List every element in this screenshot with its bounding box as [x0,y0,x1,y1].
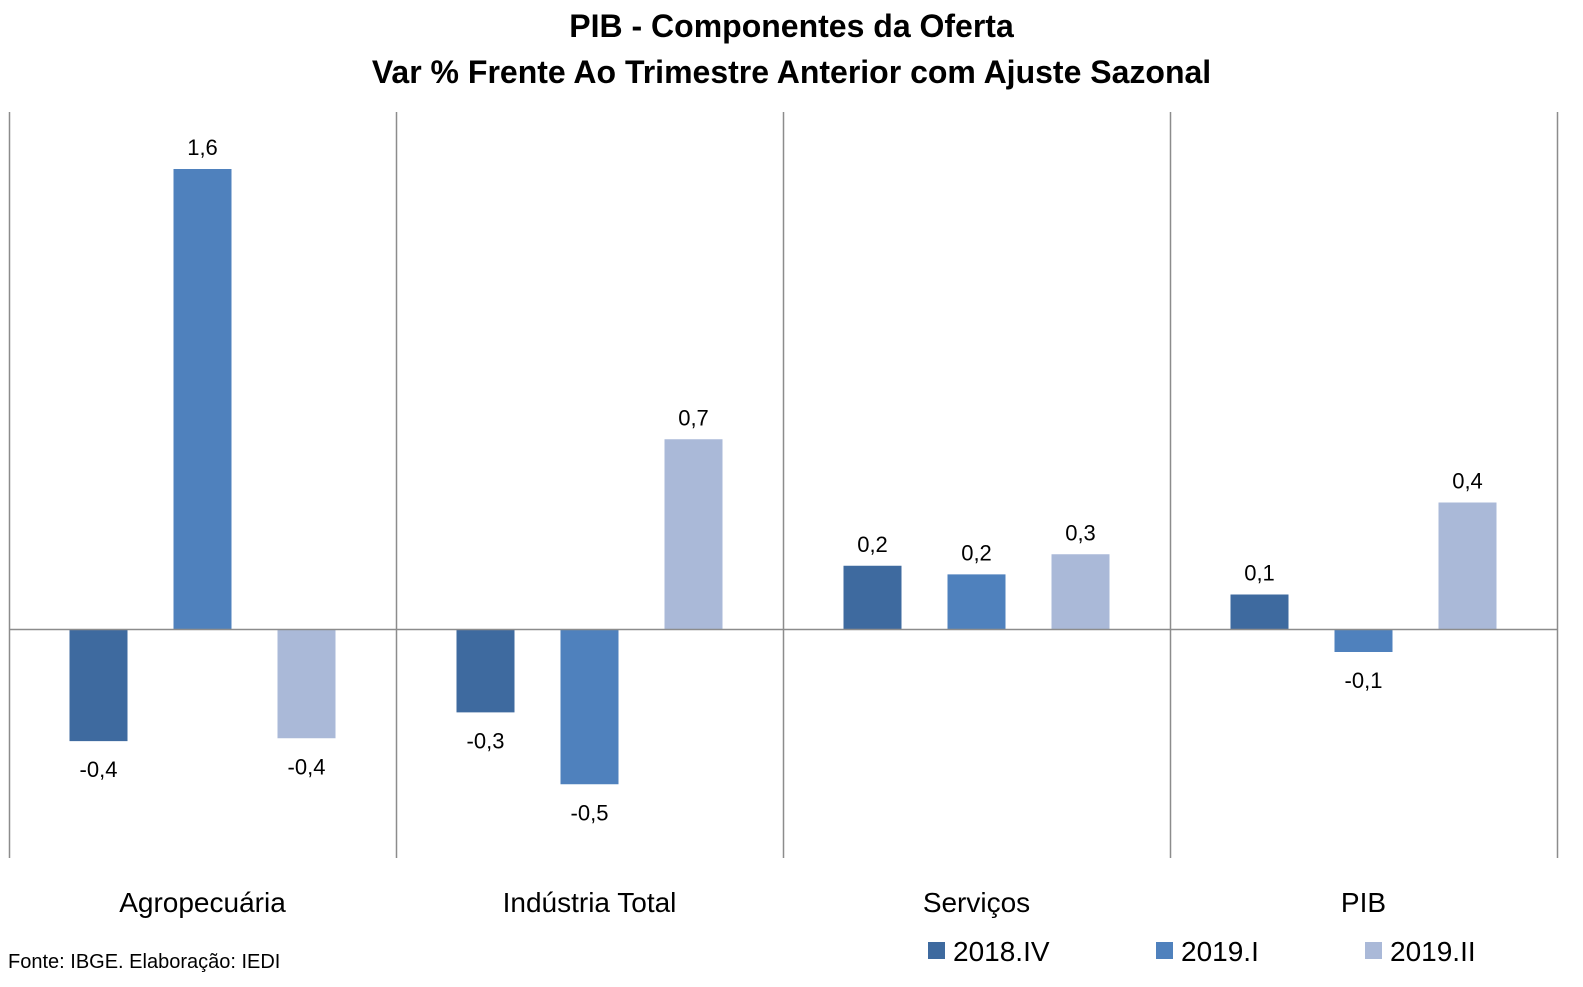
bar-2019.II-Indústria Total [665,439,723,629]
data-label: -0,3 [467,728,505,753]
bar-2019.I-Indústria Total [561,629,619,784]
category-label: Indústria Total [503,887,677,918]
legend-entry: 2019.II [1390,936,1476,967]
bar-2019.II-Serviços [1052,554,1110,629]
data-label: 0,2 [857,532,888,557]
data-label: -0,4 [80,757,118,782]
bar-chart: -0,4 -0,3 0,2 0,1 1,6 -0,5 0,2 -0,1 -0,4 0,7 0,3 0,… [0,0,1583,987]
bar-2019.I-Agropecuária [174,169,232,629]
data-label: 0,4 [1452,469,1483,494]
bar-2019.I-Serviços [948,574,1006,629]
category-label: Agropecuária [119,887,286,918]
source-note: Fonte: IBGE. Elaboração: IEDI [8,950,280,974]
data-label: -0,5 [571,800,609,825]
bar-2019.I-PIB [1335,629,1393,652]
data-label: 0,1 [1244,561,1275,586]
legend-swatch [1365,942,1382,959]
bar-2018.IV-Agropecuária [70,629,128,741]
category-label: PIB [1341,887,1386,918]
data-label: 1,6 [187,135,218,160]
legend-swatch [1156,942,1173,959]
bar-2019.II-PIB [1439,503,1497,630]
bar-2018.IV-Indústria Total [457,629,515,712]
legend-entry: 2019.I [1181,936,1259,967]
bar-2019.II-Agropecuária [278,629,336,738]
data-label: -0,4 [288,754,326,779]
bar-2018.IV-Serviços [844,566,902,629]
data-label: 0,2 [961,540,992,565]
legend-entry: 2018.IV [953,936,1050,967]
data-label: 0,3 [1065,520,1096,545]
data-label: -0,1 [1345,668,1383,693]
category-label: Serviços [923,887,1030,918]
legend-swatch [928,942,945,959]
bar-2018.IV-PIB [1231,595,1289,630]
data-label: 0,7 [678,405,709,430]
